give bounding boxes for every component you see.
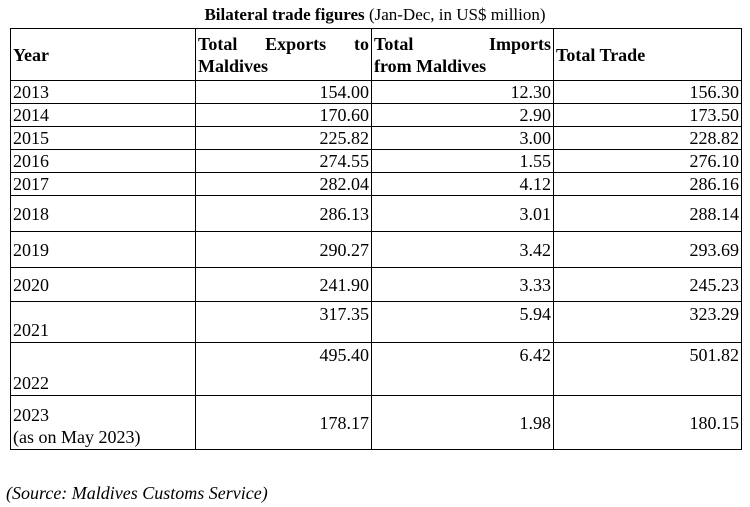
- header-exports-w3: to: [354, 33, 369, 54]
- cell-exports: 241.90: [195, 267, 372, 302]
- cell-year: 2013: [10, 80, 196, 104]
- cell-exports: 282.04: [195, 172, 372, 196]
- cell-exports: 178.17: [195, 395, 372, 450]
- cell-year: 2023 (as on May 2023): [10, 395, 196, 450]
- cell-total: 293.69: [553, 231, 742, 268]
- cell-year-value: 2023: [13, 405, 49, 425]
- cell-year: 2021: [10, 301, 196, 343]
- table-row: 2019 290.27 3.42 293.69: [10, 231, 742, 268]
- table-row: 2017 282.04 4.12 286.16: [10, 172, 742, 196]
- cell-exports: 274.55: [195, 149, 372, 173]
- header-exports: Total Exports to Maldives: [195, 28, 372, 81]
- header-exports-line1: Total Exports to: [198, 33, 369, 55]
- header-imports-line1: Total Imports: [374, 33, 551, 55]
- cell-exports: 290.27: [195, 231, 372, 268]
- cell-total: 180.15: [553, 395, 742, 450]
- cell-imports: 1.98: [371, 395, 554, 450]
- table-row: 2013 154.00 12.30 156.30: [10, 80, 742, 104]
- cell-imports: 3.33: [371, 267, 554, 302]
- cell-total: 228.82: [553, 126, 742, 150]
- header-row: Year Total Exports to Maldives Total Import…: [10, 28, 742, 81]
- source-note: (Source: Maldives Customs Service): [6, 483, 268, 503]
- table-row: 2022 495.40 6.42 501.82: [10, 342, 742, 396]
- header-exports-w2: Exports: [265, 33, 327, 54]
- table-title: Bilateral trade figures (Jan-Dec, in US$…: [0, 4, 750, 26]
- table-title-units: (Jan-Dec, in US$ million): [364, 5, 546, 24]
- header-imports-w1: Total: [374, 33, 414, 54]
- cell-total: 245.23: [553, 267, 742, 302]
- table-row: 2015 225.82 3.00 228.82: [10, 126, 742, 150]
- cell-imports: 5.94: [371, 301, 554, 343]
- cell-total: 156.30: [553, 80, 742, 104]
- cell-year: 2018: [10, 195, 196, 232]
- table-title-main: Bilateral trade figures: [204, 5, 365, 24]
- header-imports-line2: from Maldives: [374, 55, 487, 76]
- cell-imports: 6.42: [371, 342, 554, 396]
- cell-exports: 170.60: [195, 103, 372, 127]
- trade-table: Year Total Exports to Maldives Total Import…: [10, 28, 742, 450]
- cell-year: 2017: [10, 172, 196, 196]
- table-row: 2016 274.55 1.55 276.10: [10, 149, 742, 173]
- cell-year: 2022: [10, 342, 196, 396]
- cell-year: 2020: [10, 267, 196, 302]
- cell-year: 2016: [10, 149, 196, 173]
- cell-total: 323.29: [553, 301, 742, 343]
- cell-imports: 1.55: [371, 149, 554, 173]
- cell-imports: 3.42: [371, 231, 554, 268]
- header-exports-w1: Total: [198, 33, 238, 54]
- cell-total: 286.16: [553, 172, 742, 196]
- cell-year: 2015: [10, 126, 196, 150]
- cell-imports: 3.01: [371, 195, 554, 232]
- cell-exports: 317.35: [195, 301, 372, 343]
- cell-total: 276.10: [553, 149, 742, 173]
- cell-total: 173.50: [553, 103, 742, 127]
- cell-imports: 3.00: [371, 126, 554, 150]
- cell-year-note: (as on May 2023): [13, 427, 141, 447]
- table-row: 2014 170.60 2.90 173.50: [10, 103, 742, 127]
- cell-year: 2014: [10, 103, 196, 127]
- cell-exports: 225.82: [195, 126, 372, 150]
- header-year: Year: [10, 28, 196, 81]
- cell-year: 2019: [10, 231, 196, 268]
- cell-exports: 286.13: [195, 195, 372, 232]
- cell-imports: 4.12: [371, 172, 554, 196]
- header-exports-line2: Maldives: [198, 55, 268, 76]
- header-imports-w2: Imports: [489, 33, 551, 54]
- cell-total: 501.82: [553, 342, 742, 396]
- header-imports: Total Imports from Maldives: [371, 28, 554, 81]
- cell-total: 288.14: [553, 195, 742, 232]
- cell-exports: 495.40: [195, 342, 372, 396]
- header-total: Total Trade: [553, 28, 742, 81]
- table-row: 2018 286.13 3.01 288.14: [10, 195, 742, 232]
- table-row: 2021 317.35 5.94 323.29: [10, 301, 742, 343]
- table-row: 2023 (as on May 2023) 178.17 1.98 180.15: [10, 395, 742, 450]
- cell-imports: 2.90: [371, 103, 554, 127]
- cell-exports: 154.00: [195, 80, 372, 104]
- table-row: 2020 241.90 3.33 245.23: [10, 267, 742, 302]
- cell-imports: 12.30: [371, 80, 554, 104]
